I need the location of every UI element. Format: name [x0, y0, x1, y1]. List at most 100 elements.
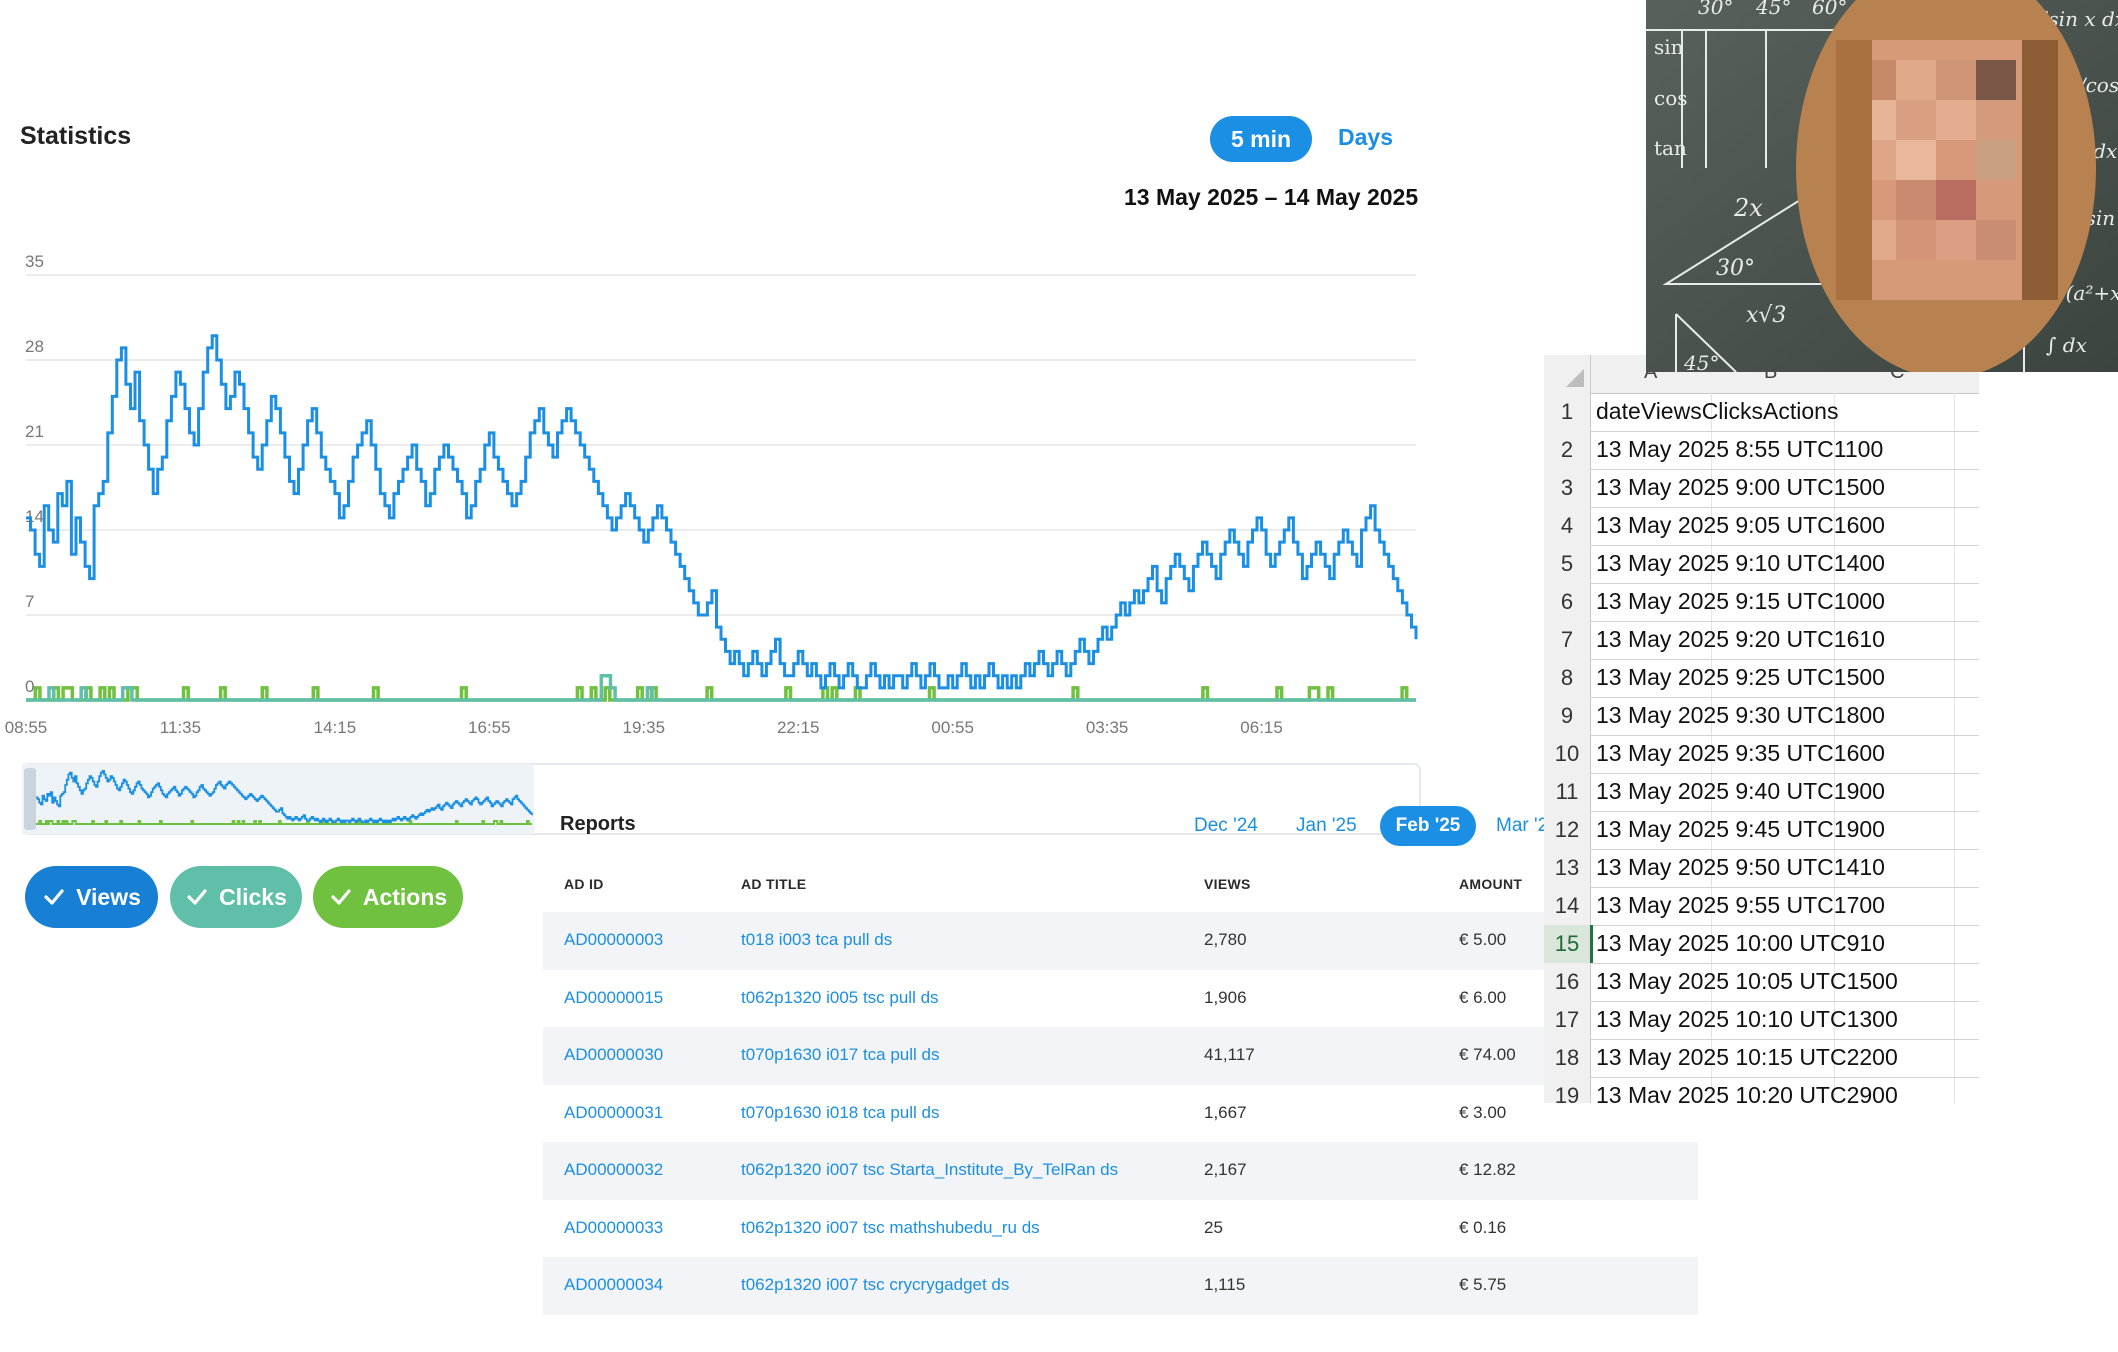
row-number[interactable]: 18 — [1544, 1039, 1591, 1077]
spreadsheet-cell[interactable]: 13 May 2025 8:55 UTC1100 — [1596, 436, 1884, 462]
month-tab-dec-24[interactable]: Dec '24 — [1194, 815, 1258, 836]
spreadsheet-cell[interactable]: dateViewsClicksActions — [1596, 398, 1839, 424]
spreadsheet-row[interactable]: 12 13 May 2025 9:45 UTC1900 — [1544, 811, 1979, 850]
grid-line — [1954, 393, 1955, 1103]
spreadsheet-row[interactable]: 5 13 May 2025 9:10 UTC1400 — [1544, 545, 1979, 584]
ad-title-link[interactable]: t070p1630 i018 tca pull ds — [741, 1102, 940, 1122]
table-row: AD00000034 t062p1320 i007 tsc crycrygadg… — [543, 1257, 1698, 1315]
spreadsheet-cell[interactable]: 13 May 2025 9:00 UTC1500 — [1596, 474, 1885, 500]
row-number[interactable]: 19 — [1544, 1077, 1591, 1103]
ad-title-link[interactable]: t062p1320 i007 tsc mathshubedu_ru ds — [741, 1217, 1040, 1237]
spreadsheet-row[interactable]: 2 13 May 2025 8:55 UTC1100 — [1544, 431, 1979, 470]
ad-id-link[interactable]: AD00000034 — [564, 1275, 664, 1294]
spreadsheet-row[interactable]: 15 13 May 2025 10:00 UTC910 — [1544, 925, 1979, 964]
row-number[interactable]: 6 — [1544, 583, 1591, 621]
amount-value: € 5.75 — [1459, 1275, 1507, 1294]
spreadsheet-row[interactable]: 16 13 May 2025 10:05 UTC1500 — [1544, 963, 1979, 1002]
clicks-toggle-button[interactable]: Clicks — [170, 866, 302, 928]
spreadsheet-row[interactable]: 8 13 May 2025 9:25 UTC1500 — [1544, 659, 1979, 698]
views-toggle-button[interactable]: Views — [25, 866, 158, 928]
ad-id-link[interactable]: AD00000015 — [564, 987, 664, 1007]
spreadsheet-cell[interactable]: 13 May 2025 9:20 UTC1610 — [1596, 626, 1885, 652]
spreadsheet-cell[interactable]: 13 May 2025 9:50 UTC1410 — [1596, 854, 1885, 880]
table-row: AD00000032 t062p1320 i007 tsc Starta_Ins… — [543, 1142, 1698, 1200]
spreadsheet[interactable]: A B C 1 dateViewsClicksActions 2 13 May 202… — [1544, 355, 1979, 1103]
row-number[interactable]: 16 — [1544, 963, 1591, 1001]
range-5min-button[interactable]: 5 min — [1210, 116, 1312, 162]
month-tab-mar-25[interactable]: Mar '2 — [1496, 815, 1549, 836]
select-all-corner[interactable] — [1544, 355, 1591, 393]
spreadsheet-row[interactable]: 11 13 May 2025 9:40 UTC1900 — [1544, 773, 1979, 812]
column-header-views[interactable]: VIEWS — [1204, 876, 1251, 892]
spreadsheet-cell[interactable]: 13 May 2025 9:25 UTC1500 — [1596, 664, 1885, 690]
month-tab-feb-25[interactable]: Feb '25 — [1380, 806, 1476, 846]
spreadsheet-row[interactable]: 13 13 May 2025 9:50 UTC1410 — [1544, 849, 1979, 888]
spreadsheet-row[interactable]: 7 13 May 2025 9:20 UTC1610 — [1544, 621, 1979, 660]
spreadsheet-cell[interactable]: 13 May 2025 9:55 UTC1700 — [1596, 892, 1885, 918]
ad-title-link[interactable]: t062p1320 i007 tsc Starta_Institute_By_T… — [741, 1160, 1119, 1179]
ad-id-link[interactable]: AD00000031 — [564, 1102, 664, 1122]
column-header-ad-id[interactable]: AD ID — [564, 876, 604, 892]
column-header-amount[interactable]: AMOUNT — [1459, 876, 1523, 892]
row-number[interactable]: 1 — [1544, 393, 1591, 431]
row-number[interactable]: 14 — [1544, 887, 1591, 925]
spreadsheet-cell[interactable]: 13 May 2025 9:10 UTC1400 — [1596, 550, 1885, 576]
row-number[interactable]: 12 — [1544, 811, 1591, 849]
row-number[interactable]: 4 — [1544, 507, 1591, 545]
spreadsheet-cell[interactable]: 13 May 2025 9:40 UTC1900 — [1596, 778, 1885, 804]
spreadsheet-cell[interactable]: 13 May 2025 9:35 UTC1600 — [1596, 740, 1885, 766]
spreadsheet-cell[interactable]: 13 May 2025 9:30 UTC1800 — [1596, 702, 1885, 728]
meme-table-header: 60° — [1812, 0, 1847, 19]
spreadsheet-cell[interactable]: 13 May 2025 10:10 UTC1300 — [1596, 1006, 1898, 1032]
row-number[interactable]: 11 — [1544, 773, 1591, 811]
spreadsheet-row[interactable]: 9 13 May 2025 9:30 UTC1800 — [1544, 697, 1979, 736]
actions-toggle-button[interactable]: Actions — [313, 866, 463, 928]
spreadsheet-row[interactable]: 10 13 May 2025 9:35 UTC1600 — [1544, 735, 1979, 774]
spreadsheet-cell[interactable]: 13 May 2025 9:15 UTC1000 — [1596, 588, 1885, 614]
row-number[interactable]: 9 — [1544, 697, 1591, 735]
range-days-button[interactable]: Days — [1338, 124, 1393, 150]
row-number[interactable]: 15 — [1544, 925, 1593, 963]
spreadsheet-row[interactable]: 1 dateViewsClicksActions — [1544, 393, 1979, 432]
navigator-handle — [24, 768, 36, 830]
views-value: 2,167 — [1204, 1160, 1247, 1179]
row-number[interactable]: 8 — [1544, 659, 1591, 697]
y-tick-label: 35 — [25, 252, 44, 271]
row-number[interactable]: 13 — [1544, 849, 1591, 887]
select-all-icon — [1566, 369, 1584, 387]
spreadsheet-row[interactable]: 14 13 May 2025 9:55 UTC1700 — [1544, 887, 1979, 926]
ad-title-link[interactable]: t062p1320 i007 tsc crycrygadget ds — [741, 1275, 1010, 1294]
spreadsheet-row[interactable]: 17 13 May 2025 10:10 UTC1300 — [1544, 1001, 1979, 1040]
ad-id-link[interactable]: AD00000033 — [564, 1217, 664, 1237]
column-header-ad-title[interactable]: AD TITLE — [741, 876, 807, 892]
row-number[interactable]: 2 — [1544, 431, 1591, 469]
spreadsheet-cell[interactable]: 13 May 2025 10:15 UTC2200 — [1596, 1044, 1898, 1070]
ad-id-link[interactable]: AD00000032 — [564, 1160, 664, 1179]
spreadsheet-row[interactable]: 3 13 May 2025 9:00 UTC1500 — [1544, 469, 1979, 508]
spreadsheet-row[interactable]: 4 13 May 2025 9:05 UTC1600 — [1544, 507, 1979, 546]
spreadsheet-cell[interactable]: 13 May 2025 10:20 UTC2900 — [1596, 1082, 1898, 1103]
ad-title-link[interactable]: t062p1320 i005 tsc pull ds — [741, 987, 939, 1007]
spreadsheet-cell[interactable]: 13 May 2025 10:05 UTC1500 — [1596, 968, 1898, 994]
chart-navigator[interactable] — [22, 760, 1422, 838]
row-number[interactable]: 3 — [1544, 469, 1591, 507]
x-tick-label: 19:35 — [623, 718, 666, 737]
ad-title-link[interactable]: t018 i003 tca pull ds — [741, 930, 893, 949]
ad-title-link[interactable]: t070p1630 i017 tca pull ds — [741, 1045, 940, 1064]
row-number[interactable]: 17 — [1544, 1001, 1591, 1039]
month-tab-jan-25[interactable]: Jan '25 — [1296, 815, 1357, 836]
spreadsheet-cell[interactable]: 13 May 2025 10:00 UTC910 — [1596, 930, 1885, 956]
spreadsheet-cell[interactable]: 13 May 2025 9:05 UTC1600 — [1596, 512, 1885, 538]
ad-id-link[interactable]: AD00000030 — [564, 1045, 664, 1064]
row-number[interactable]: 10 — [1544, 735, 1591, 773]
spreadsheet-row[interactable]: 19 13 May 2025 10:20 UTC2900 — [1544, 1077, 1979, 1103]
spreadsheet-cell[interactable]: 13 May 2025 9:45 UTC1900 — [1596, 816, 1885, 842]
spreadsheet-row[interactable]: 18 13 May 2025 10:15 UTC2200 — [1544, 1039, 1979, 1078]
spreadsheet-row[interactable]: 6 13 May 2025 9:15 UTC1000 — [1544, 583, 1979, 622]
ad-id-link[interactable]: AD00000003 — [564, 930, 664, 949]
row-number[interactable]: 7 — [1544, 621, 1591, 659]
statistics-title: Statistics — [20, 122, 132, 150]
meme-triangle-label: 30° — [1716, 256, 1755, 281]
row-number[interactable]: 5 — [1544, 545, 1591, 583]
